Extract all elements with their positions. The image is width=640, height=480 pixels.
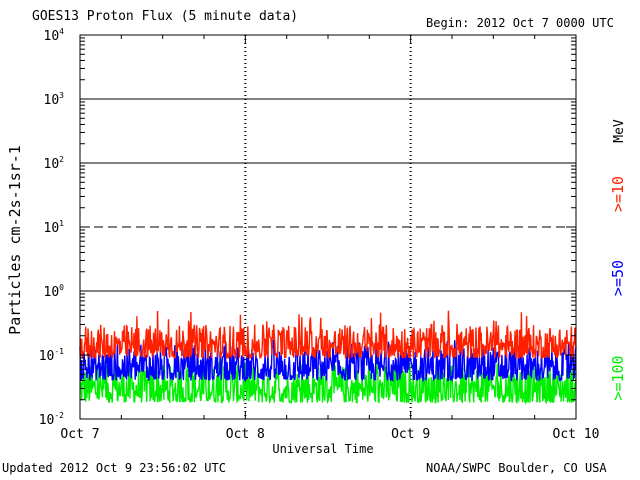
x-tick-label: Oct 9 (391, 427, 430, 442)
series-line (79, 339, 577, 383)
legend-entry: >=50 (609, 260, 627, 296)
y-tick-label: 10-1 (39, 347, 64, 364)
series-line (79, 310, 577, 361)
x-tick-label: Oct 10 (553, 427, 600, 442)
y-tick-label: 104 (44, 27, 65, 44)
begin-time: Begin: 2012 Oct 7 0000 UTC (426, 16, 614, 30)
x-axis-label: Universal Time (272, 442, 373, 456)
legend-entry: >=100 (609, 355, 627, 400)
y-tick-label: 103 (44, 91, 65, 108)
updated-timestamp: Updated 2012 Oct 9 23:56:02 UTC (2, 461, 226, 475)
plot-area (79, 34, 577, 420)
x-tick-label: Oct 7 (60, 427, 99, 442)
x-tick-label: Oct 8 (226, 427, 265, 442)
y-tick-label: 100 (44, 283, 65, 300)
y-axis-label: Particles cm-2s-1sr-1 (6, 145, 24, 335)
y-tick-label: 10-2 (39, 411, 64, 428)
units-label: MeV (612, 119, 627, 143)
series-line (79, 358, 577, 405)
y-tick-label: 101 (44, 219, 65, 236)
legend-entry: >=10 (609, 176, 627, 212)
credit-text: NOAA/SWPC Boulder, CO USA (426, 461, 607, 475)
chart-title: GOES13 Proton Flux (5 minute data) (32, 9, 299, 24)
y-tick-label: 102 (44, 155, 65, 172)
